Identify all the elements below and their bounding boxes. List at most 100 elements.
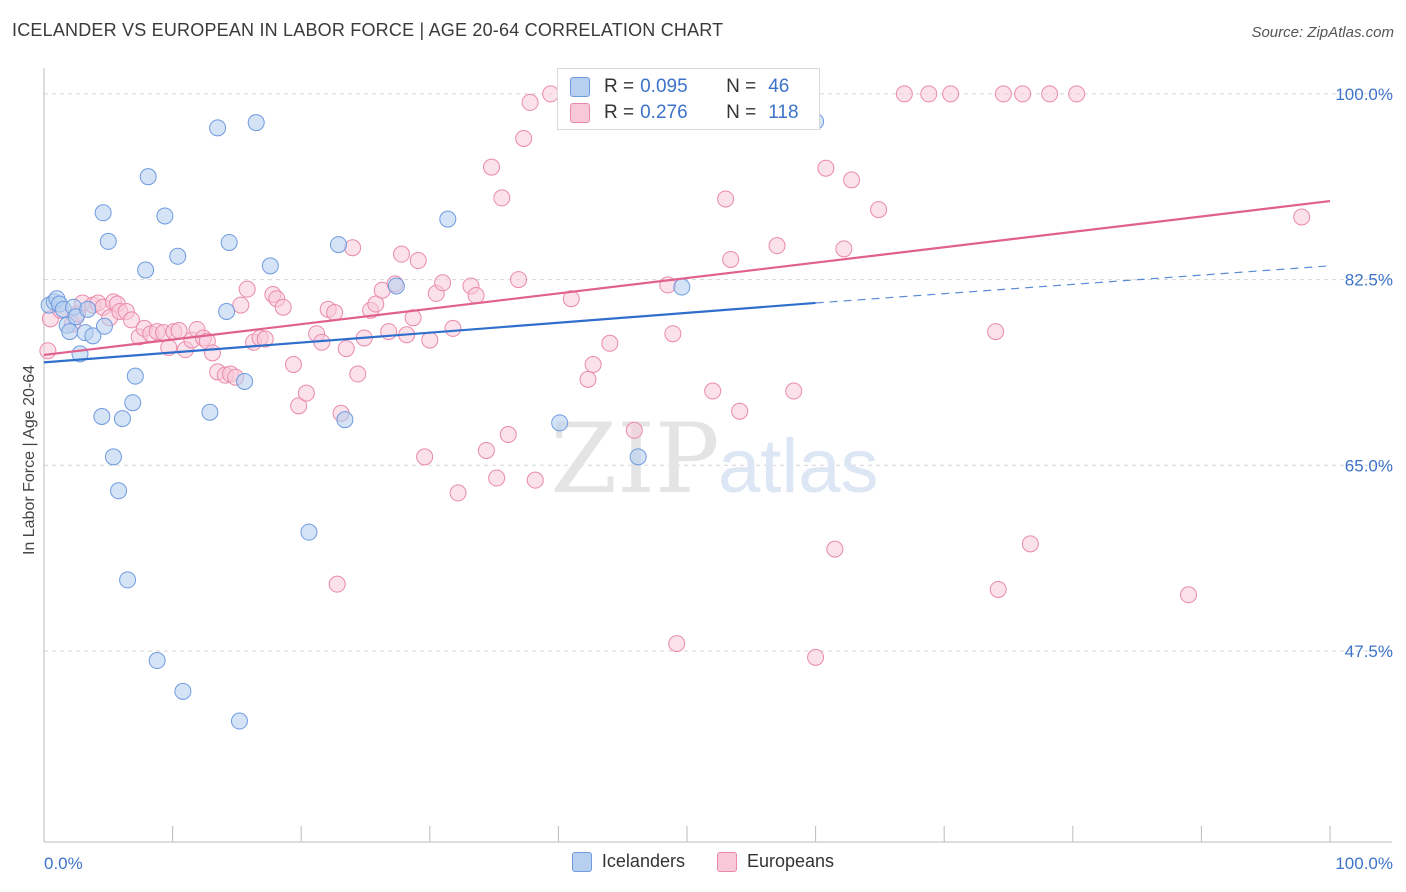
point-europeans xyxy=(1021,535,1039,553)
point-europeans xyxy=(731,402,749,420)
point-europeans xyxy=(409,252,427,270)
point-europeans xyxy=(1293,208,1311,226)
legend-item-europeans[interactable]: Europeans xyxy=(716,851,835,872)
point-icelanders xyxy=(230,712,248,730)
icelanders-swatch xyxy=(570,77,590,97)
point-icelanders xyxy=(79,300,97,318)
legend-label-europeans: Europeans xyxy=(746,851,835,871)
watermark: ZIP atlas xyxy=(550,403,878,515)
point-europeans xyxy=(989,580,1007,598)
point-europeans xyxy=(601,334,619,352)
x-tick-label: 100.0% xyxy=(1335,854,1393,873)
point-icelanders xyxy=(95,317,113,335)
point-icelanders xyxy=(336,411,354,429)
point-europeans xyxy=(510,271,528,289)
point-europeans xyxy=(421,331,439,349)
axes xyxy=(43,68,1392,843)
point-europeans xyxy=(1014,85,1032,103)
point-europeans xyxy=(232,296,250,314)
point-europeans xyxy=(284,356,302,373)
point-icelanders xyxy=(236,372,254,390)
point-europeans xyxy=(785,382,803,400)
r-value-icelanders: 0.095 xyxy=(640,76,688,97)
stats-row-europeans: R = 0.276 N = 118 xyxy=(570,100,799,126)
point-icelanders xyxy=(439,210,457,228)
point-europeans xyxy=(297,384,315,402)
point-icelanders xyxy=(110,482,128,500)
chart-title: ICELANDER VS EUROPEAN IN LABOR FORCE | A… xyxy=(12,20,724,40)
point-europeans xyxy=(584,356,602,373)
point-europeans xyxy=(467,287,485,305)
point-icelanders xyxy=(113,410,131,428)
point-icelanders xyxy=(629,448,647,466)
point-icelanders xyxy=(329,236,347,254)
point-europeans xyxy=(807,648,825,666)
point-europeans xyxy=(987,323,1005,341)
point-icelanders xyxy=(169,247,187,265)
r-label: R = xyxy=(604,102,635,123)
point-icelanders xyxy=(551,414,569,432)
point-europeans xyxy=(870,201,888,219)
trend-extension-icelanders xyxy=(815,265,1331,304)
point-europeans xyxy=(895,85,913,103)
legend-item-icelanders[interactable]: Icelanders xyxy=(571,851,685,872)
point-europeans xyxy=(416,448,434,466)
r-label: R = xyxy=(604,76,635,97)
point-europeans xyxy=(722,250,740,268)
point-icelanders xyxy=(673,278,691,296)
point-europeans xyxy=(526,471,544,489)
watermark-atlas: atlas xyxy=(718,424,879,509)
point-europeans xyxy=(477,441,495,459)
point-icelanders xyxy=(93,407,111,425)
point-europeans xyxy=(817,159,835,177)
tick-labels: 47.5% 65.0% 82.5% 100.0% 0.0% 100.0% xyxy=(44,85,1393,873)
point-europeans xyxy=(942,85,960,103)
point-europeans xyxy=(625,421,643,439)
point-europeans xyxy=(122,311,140,329)
point-icelanders xyxy=(94,204,112,222)
point-europeans xyxy=(434,274,452,292)
point-icelanders xyxy=(220,233,238,251)
point-icelanders xyxy=(124,394,142,412)
y-tick-label: 65.0% xyxy=(1345,456,1393,475)
point-icelanders xyxy=(174,682,192,700)
point-europeans xyxy=(704,382,722,400)
stats-legend: R = 0.095 N = 46 R = 0.276 N = 118 xyxy=(557,68,820,130)
trend-line-icelanders xyxy=(43,301,816,364)
point-icelanders xyxy=(104,448,122,466)
x-tick-label: 0.0% xyxy=(44,854,83,873)
series-icelanders xyxy=(40,113,825,730)
point-europeans xyxy=(826,540,844,558)
n-value-icelanders: 46 xyxy=(768,76,790,97)
point-europeans xyxy=(1068,85,1086,103)
point-europeans xyxy=(562,290,580,308)
point-icelanders xyxy=(387,277,405,295)
y-tick-label: 82.5% xyxy=(1345,271,1393,290)
point-icelanders xyxy=(139,168,157,186)
stats-row-icelanders: R = 0.095 N = 46 xyxy=(570,74,789,100)
point-icelanders xyxy=(209,119,227,137)
point-europeans xyxy=(393,245,411,263)
point-europeans xyxy=(843,171,861,189)
point-europeans xyxy=(768,237,786,255)
series-europeans xyxy=(39,85,1311,666)
trend-lines xyxy=(43,199,1331,364)
point-icelanders xyxy=(99,232,117,250)
point-europeans xyxy=(499,426,517,444)
point-europeans xyxy=(328,575,346,593)
point-icelanders xyxy=(119,571,137,589)
point-icelanders xyxy=(61,323,79,341)
point-icelanders xyxy=(84,327,102,345)
point-europeans xyxy=(337,340,355,358)
point-europeans xyxy=(274,298,292,316)
y-tick-label: 100.0% xyxy=(1335,85,1393,104)
point-europeans xyxy=(1180,586,1198,604)
point-icelanders xyxy=(201,403,219,421)
point-icelanders xyxy=(247,114,265,132)
point-icelanders xyxy=(300,523,318,541)
europeans-swatch xyxy=(716,851,737,872)
point-europeans xyxy=(579,370,597,388)
point-europeans xyxy=(835,240,853,258)
point-icelanders xyxy=(137,261,155,279)
